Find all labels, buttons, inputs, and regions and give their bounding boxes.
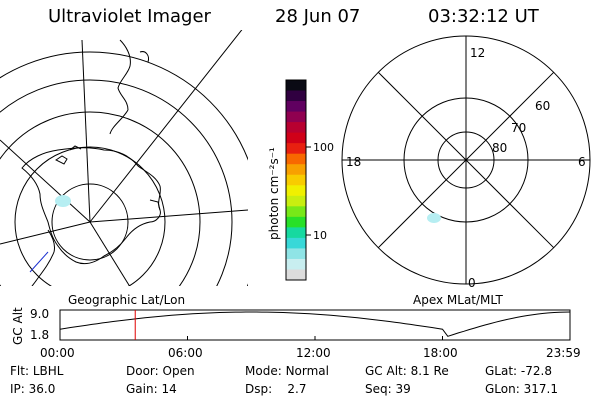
info-flt: Flt: LBHL	[10, 364, 63, 378]
info-flt-key: Flt:	[10, 364, 29, 378]
color-scale-swatch	[286, 269, 306, 281]
aurora-patch	[55, 195, 71, 207]
color-scale-bar	[285, 79, 307, 281]
track-segment	[29, 251, 49, 273]
color-scale-swatch	[286, 174, 306, 186]
mlt-label-0: 0	[468, 276, 476, 290]
altitude-xtick-1800: 18:00	[423, 346, 458, 360]
mlt-label-18: 18	[346, 155, 361, 169]
info-door: Door: Open	[126, 364, 195, 378]
info-glat-key: GLat:	[485, 364, 518, 378]
longitude-lines	[0, 30, 248, 286]
color-scale-swatch	[286, 216, 306, 228]
altitude-ylabel: GC Alt	[11, 307, 25, 345]
color-scale-swatch	[286, 80, 306, 92]
header-date: 28 Jun 07	[275, 6, 361, 27]
color-scale-ticks	[306, 146, 311, 236]
color-scale-swatch	[286, 153, 306, 165]
info-dsp-key: Dsp:	[245, 382, 273, 396]
color-scale-unit-label: photon cm⁻²s⁻¹	[267, 147, 281, 240]
info-mode: Mode: Normal	[245, 364, 329, 378]
info-door-value: Open	[162, 364, 195, 378]
color-scale-tick-10: 10	[313, 229, 327, 242]
color-scale-swatch	[286, 164, 306, 176]
altitude-ytick-9: 9.0	[30, 307, 49, 321]
info-glat: GLat: -72.8	[485, 364, 552, 378]
info-seq: Seq: 39	[365, 382, 411, 396]
color-scale-swatch	[286, 185, 306, 197]
altitude-xtick-1200: 12:00	[296, 346, 331, 360]
color-scale-swatch	[286, 143, 306, 155]
color-scale-swatch	[286, 248, 306, 260]
altitude-plot-xticks	[59, 336, 571, 340]
altitude-xtick-2359: 23:59	[546, 346, 581, 360]
color-scale-swatch	[286, 227, 306, 239]
info-seq-key: Seq:	[365, 382, 392, 396]
mlat-label-60: 60	[535, 99, 550, 113]
info-gcalt-value: 8.1 Re	[410, 364, 449, 378]
app-title: Ultraviolet Imager	[48, 6, 211, 27]
info-dsp: Dsp: 2.7	[245, 382, 307, 396]
color-scale-swatch	[286, 111, 306, 123]
left-projection-label: Geographic Lat/Lon	[68, 293, 185, 307]
info-glon-key: GLon:	[485, 382, 520, 396]
mlat-label-70: 70	[511, 121, 526, 135]
info-seq-value: 39	[395, 382, 411, 396]
info-gain-key: Gain:	[126, 382, 158, 396]
mlt-label-12: 12	[470, 46, 485, 60]
aurora-patch-apex	[427, 213, 441, 223]
altitude-xtick-0600: 06:00	[168, 346, 203, 360]
info-ip-value: 36.0	[28, 382, 56, 396]
info-ip-key: IP:	[10, 382, 25, 396]
info-door-key: Door:	[126, 364, 159, 378]
color-scale-tick-100: 100	[313, 141, 334, 154]
geographic-map	[0, 30, 248, 286]
altitude-plot: 9.0 1.8 GC Alt 00:00 06:00 12:00 18:00 2…	[11, 307, 581, 360]
info-mode-value: Normal	[285, 364, 329, 378]
info-gain: Gain: 14	[126, 382, 177, 396]
color-scale-swatch	[286, 90, 306, 102]
mlat-label-80: 80	[492, 141, 507, 155]
info-dsp-value: 2.7	[287, 382, 307, 396]
info-mode-key: Mode:	[245, 364, 282, 378]
info-glat-value: -72.8	[520, 364, 552, 378]
altitude-xtick-0000: 00:00	[40, 346, 75, 360]
info-gcalt-key: GC Alt:	[365, 364, 407, 378]
color-scale-swatch	[286, 195, 306, 207]
apex-map	[341, 35, 591, 285]
info-flt-value: LBHL	[32, 364, 64, 378]
color-scale-swatch	[286, 237, 306, 249]
color-scale-swatch	[286, 206, 306, 218]
latitude-circles	[0, 51, 248, 286]
info-glon-value: 317.1	[523, 382, 558, 396]
altitude-ytick-1.8: 1.8	[30, 328, 49, 342]
info-gain-value: 14	[161, 382, 177, 396]
antarctica-coastline	[21, 39, 161, 286]
info-ip: IP: 36.0	[10, 382, 55, 396]
color-scale-swatch	[286, 101, 306, 113]
color-scale-frame	[285, 79, 307, 281]
info-gcalt: GC Alt: 8.1 Re	[365, 364, 449, 378]
color-scale-swatch	[286, 132, 306, 144]
color-scale-swatch	[286, 122, 306, 134]
mlt-label-6: 6	[578, 155, 586, 169]
altitude-curve	[59, 311, 571, 337]
color-scale-swatch	[286, 258, 306, 270]
info-glon: GLon: 317.1	[485, 382, 558, 396]
header-time: 03:32:12 UT	[428, 6, 539, 27]
right-projection-label: Apex MLat/MLT	[413, 293, 503, 307]
